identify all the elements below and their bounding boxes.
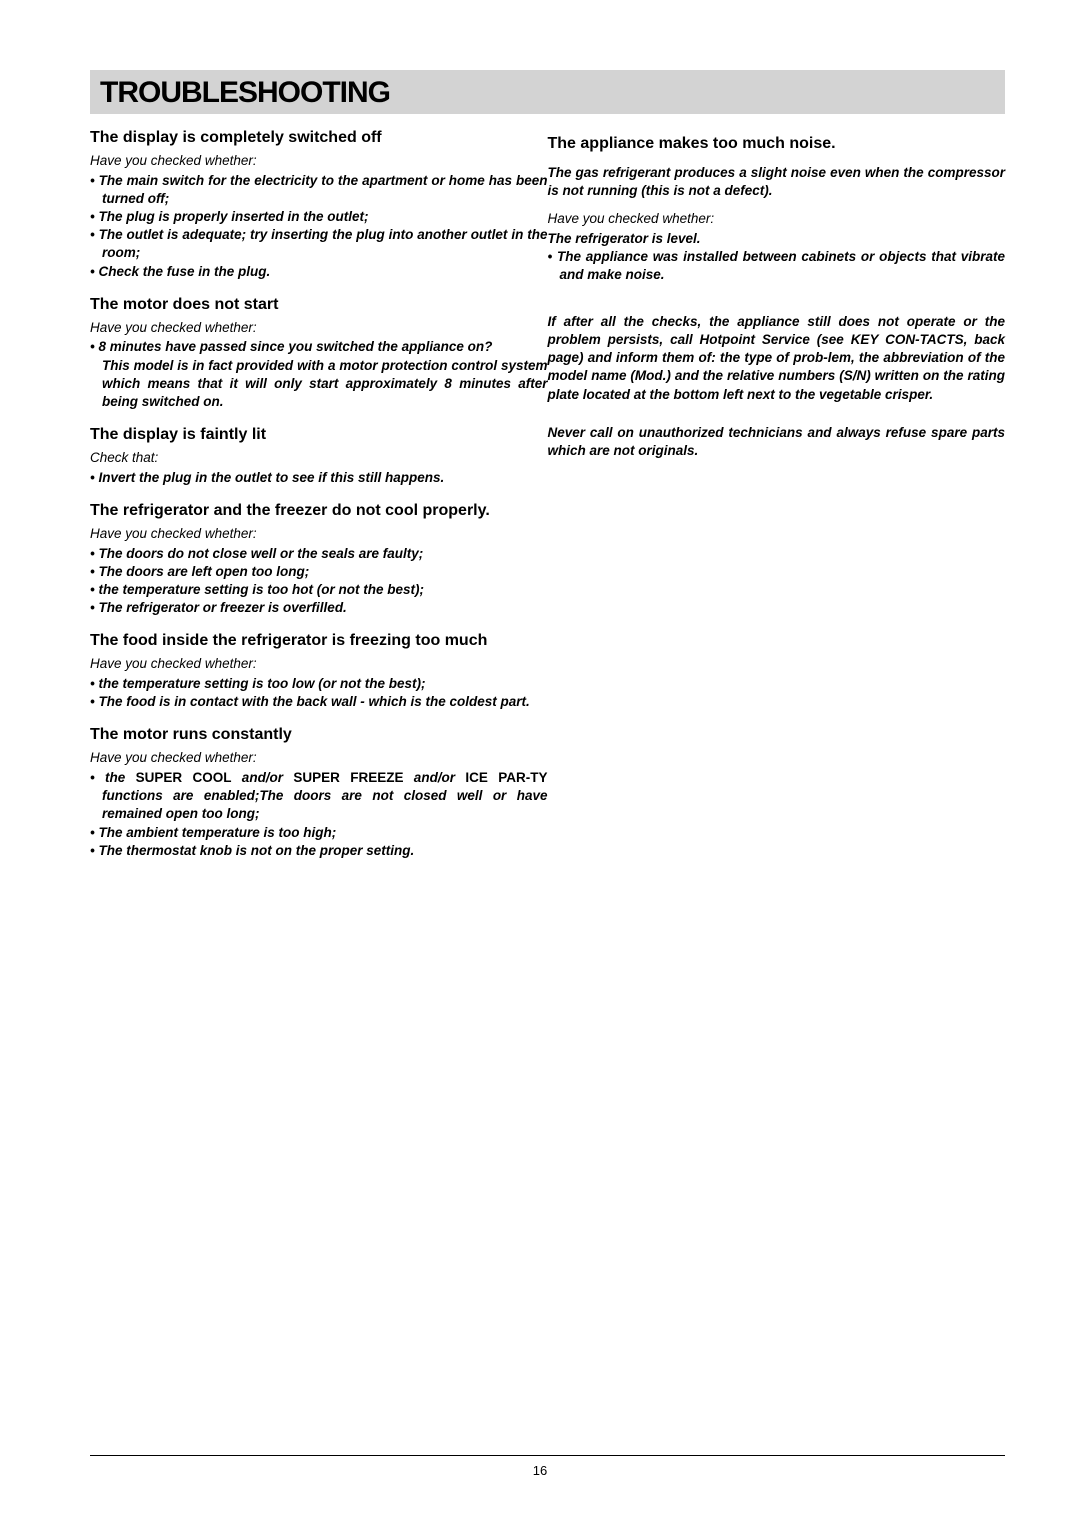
right-column: The appliance makes too much noise. The …: [548, 128, 1006, 874]
intro: Have you checked whether:: [90, 319, 548, 337]
text-super-cool: SUPER COOL: [136, 770, 232, 785]
note: This model is in fact provided with a mo…: [90, 357, 548, 412]
list-item: • The main switch for the electricity to…: [90, 172, 548, 208]
list-item: • The appliance was installed between ca…: [548, 248, 1006, 284]
text-super-freeze: SUPER FREEZE: [293, 770, 403, 785]
section-service: If after all the checks, the appliance s…: [548, 313, 1006, 404]
list-item: • Check the fuse in the plug.: [90, 263, 548, 281]
heading: The display is completely switched off: [90, 128, 548, 148]
intro: Have you checked whether:: [90, 152, 548, 170]
text-ice-party: ICE PAR-TY: [465, 770, 547, 785]
text: functions are enabled;The doors are not …: [102, 788, 548, 821]
list-item: • Invert the plug in the outlet to see i…: [90, 469, 548, 487]
content-columns: The display is completely switched off H…: [90, 128, 1005, 874]
list-item: • the SUPER COOL and/or SUPER FREEZE and…: [90, 769, 548, 824]
list-item: • The thermostat knob is not on the prop…: [90, 842, 548, 860]
text: and/or: [403, 770, 465, 785]
title-bar: TROUBLESHOOTING: [90, 70, 1005, 114]
section-warning: Never call on unauthorized technicians a…: [548, 424, 1006, 460]
intro: Have you checked whether:: [90, 525, 548, 543]
section-noise: The appliance makes too much noise. The …: [548, 134, 1006, 285]
bullet-list: • the temperature setting is too low (or…: [90, 675, 548, 711]
section-motor-not-start: The motor does not start Have you checke…: [90, 295, 548, 411]
section-motor-constant: The motor runs constantly Have you check…: [90, 725, 548, 860]
list-item: • the temperature setting is too low (or…: [90, 675, 548, 693]
section-freezing-too-much: The food inside the refrigerator is free…: [90, 631, 548, 711]
left-column: The display is completely switched off H…: [90, 128, 548, 874]
heading: The refrigerator and the freezer do not …: [90, 501, 548, 521]
bullet-list: • Invert the plug in the outlet to see i…: [90, 469, 548, 487]
bullet-list: • The appliance was installed between ca…: [548, 248, 1006, 284]
bullet-list: • 8 minutes have passed since you switch…: [90, 338, 548, 356]
bullet-list: • The main switch for the electricity to…: [90, 172, 548, 281]
text: • the: [90, 770, 136, 785]
text: and/or: [231, 770, 293, 785]
section-display-off: The display is completely switched off H…: [90, 128, 548, 281]
list-item: • The ambient temperature is too high;: [90, 824, 548, 842]
intro: Have you checked whether:: [90, 749, 548, 767]
heading: The motor does not start: [90, 295, 548, 315]
list-item: • The plug is properly inserted in the o…: [90, 208, 548, 226]
footer-rule: [90, 1455, 1005, 1456]
paragraph: Never call on unauthorized technicians a…: [548, 424, 1006, 460]
intro: Have you checked whether:: [90, 655, 548, 673]
section-not-cool: The refrigerator and the freezer do not …: [90, 501, 548, 617]
list-item: • The doors are left open too long;: [90, 563, 548, 581]
list-item: • The doors do not close well or the sea…: [90, 545, 548, 563]
heading: The appliance makes too much noise.: [548, 134, 1006, 154]
list-item: The refrigerator is level.: [548, 230, 1006, 248]
bullet-list: • The doors do not close well or the sea…: [90, 545, 548, 618]
heading: The motor runs constantly: [90, 725, 548, 745]
page-title: TROUBLESHOOTING: [100, 76, 995, 110]
list-item: • The refrigerator or freezer is overfil…: [90, 599, 548, 617]
heading: The display is faintly lit: [90, 425, 548, 445]
note: The gas refrigerant produces a slight no…: [548, 164, 1006, 200]
list-item: • 8 minutes have passed since you switch…: [90, 338, 548, 356]
paragraph: If after all the checks, the appliance s…: [548, 313, 1006, 404]
list-item: • The food is in contact with the back w…: [90, 693, 548, 711]
intro: Have you checked whether:: [548, 210, 1006, 228]
heading: The food inside the refrigerator is free…: [90, 631, 548, 651]
list-item: • The outlet is adequate; try inserting …: [90, 226, 548, 262]
page-number: 16: [0, 1463, 1080, 1478]
intro: Check that:: [90, 449, 548, 467]
list-item: • the temperature setting is too hot (or…: [90, 581, 548, 599]
bullet-list: • the SUPER COOL and/or SUPER FREEZE and…: [90, 769, 548, 860]
section-display-faint: The display is faintly lit Check that: •…: [90, 425, 548, 487]
